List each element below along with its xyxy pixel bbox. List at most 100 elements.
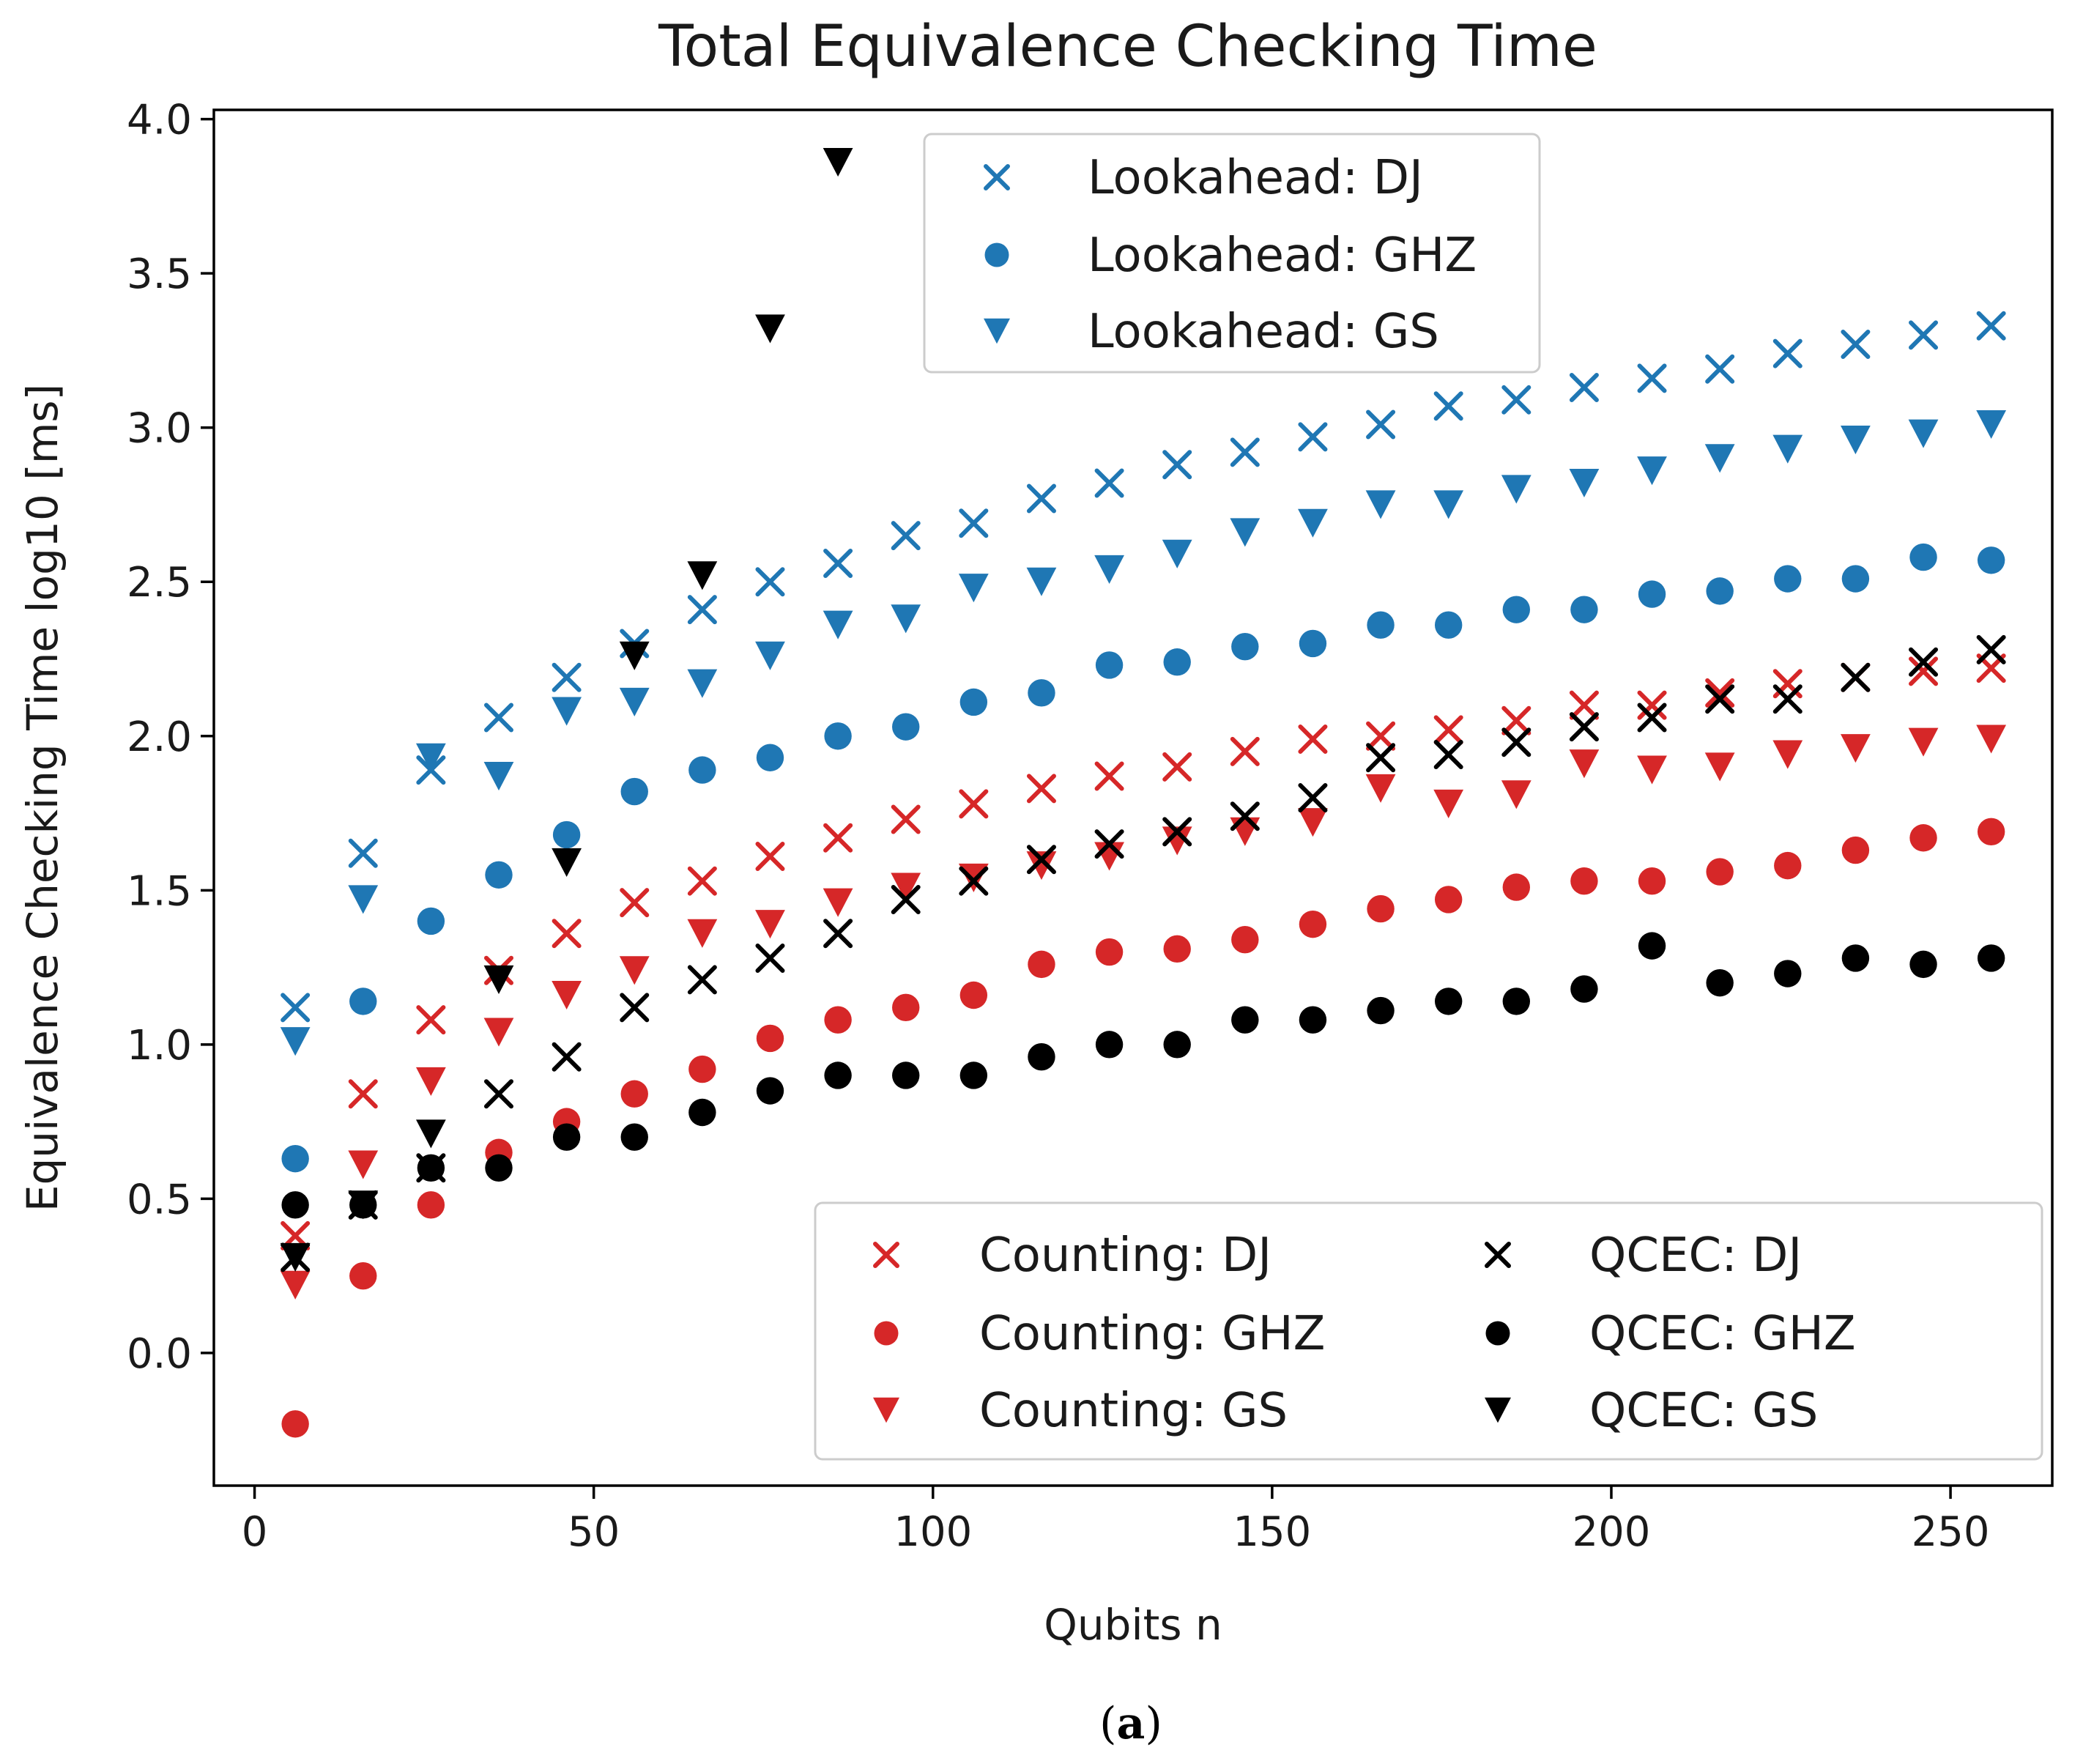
data-point [1501, 780, 1531, 809]
data-point [688, 756, 716, 784]
legend-label: QCEC: GS [1589, 1384, 1818, 1438]
data-point [1976, 634, 2006, 664]
data-point [1230, 437, 1260, 467]
data-point [1841, 944, 1870, 972]
data-point [415, 1067, 446, 1096]
data-point [756, 1077, 784, 1105]
data-point [891, 521, 921, 551]
legend-label: Lookahead: GS [1088, 305, 1439, 359]
data-point [619, 687, 650, 717]
data-point [1095, 651, 1124, 679]
legend-box [814, 1201, 2043, 1461]
data-point [1501, 385, 1531, 415]
data-point [620, 888, 650, 918]
data-point [1095, 1031, 1124, 1059]
data-point [823, 610, 853, 640]
data-point [1298, 783, 1328, 812]
plot-area [212, 108, 2054, 1487]
figure-caption: (a) [1099, 1698, 1162, 1749]
y-tick-label: 1.0 [127, 1022, 192, 1070]
plot-frame [212, 108, 2054, 1487]
data-point [552, 980, 582, 1010]
data-point [552, 919, 582, 949]
data-point [1231, 925, 1259, 954]
data-point [1638, 932, 1666, 960]
legend-marker [1485, 1397, 1511, 1423]
legend-label: Lookahead: GHZ [1088, 229, 1477, 283]
series-qcec-dj [281, 634, 2006, 1272]
data-point [552, 848, 582, 877]
data-point [1434, 987, 1463, 1015]
legend-marker [984, 242, 1009, 267]
data-point [280, 1270, 311, 1300]
data-point [1705, 354, 1735, 384]
legend-marker [984, 164, 1010, 190]
data-point [415, 1119, 446, 1149]
data-point [1094, 761, 1124, 791]
data-point [1704, 752, 1735, 782]
data-point [1637, 755, 1667, 785]
data-point [1705, 684, 1735, 714]
data-point [484, 703, 514, 733]
data-point [1230, 801, 1260, 831]
series-qcec-ghz [281, 932, 2005, 1219]
data-point [1774, 960, 1802, 987]
series-counting-dj [281, 653, 2006, 1250]
data-point [1570, 867, 1598, 895]
y-tick-label: 0.5 [127, 1176, 192, 1223]
legend-lookahead: Lookahead: DJ Lookahead: GHZ Lookahead: GS [923, 133, 1541, 374]
data-point [348, 838, 378, 868]
y-tick-label: 3.5 [127, 251, 192, 298]
data-point [1706, 577, 1734, 605]
data-point [1298, 422, 1328, 452]
data-point [1502, 987, 1531, 1015]
legend-marker [873, 1242, 899, 1268]
data-point [415, 743, 446, 772]
data-point [1704, 444, 1735, 473]
data-point [1772, 338, 1802, 368]
data-point [1162, 826, 1192, 856]
data-point [959, 866, 989, 896]
data-point [1298, 808, 1328, 837]
data-point [1977, 818, 2005, 846]
y-axis-label: Equivalence Checking Time log10 [ms] [18, 384, 67, 1212]
data-point [958, 574, 989, 603]
data-point [348, 1190, 379, 1220]
data-point [1026, 483, 1056, 514]
data-point [483, 965, 514, 994]
data-point [1501, 705, 1531, 735]
data-point [485, 1154, 513, 1182]
data-point [1976, 311, 2006, 341]
caption-label: a [1117, 1698, 1146, 1749]
data-point [823, 823, 853, 853]
data-point [485, 861, 513, 889]
data-point [756, 1024, 784, 1053]
data-point [1026, 851, 1057, 881]
series-counting-ghz [281, 818, 2005, 1438]
legend-entry-qcec-gs: QCEC: GS [1485, 1384, 1818, 1438]
data-point [1230, 736, 1260, 766]
data-point [1434, 611, 1463, 639]
data-point [1706, 858, 1734, 886]
data-point [416, 1005, 446, 1035]
data-point [1028, 679, 1055, 707]
data-point [620, 1123, 648, 1151]
data-point [755, 842, 785, 872]
data-point [1502, 596, 1531, 623]
data-point [1230, 817, 1261, 846]
data-point [348, 1079, 378, 1109]
data-point [1094, 468, 1124, 498]
x-tick-label: 50 [568, 1508, 620, 1556]
x-tick-label: 200 [1573, 1508, 1651, 1556]
data-point [1299, 910, 1327, 938]
series-lookahead-gs [280, 410, 2007, 1056]
data-point [1570, 975, 1598, 1003]
series-lookahead-dj [281, 311, 2006, 1023]
data-point [620, 777, 648, 806]
data-point [1094, 555, 1124, 584]
data-point [755, 314, 785, 344]
legend-entry-counting-gs: Counting: GS [873, 1384, 1288, 1438]
data-point [687, 965, 717, 995]
data-point [1026, 845, 1056, 875]
data-point [1502, 873, 1531, 901]
